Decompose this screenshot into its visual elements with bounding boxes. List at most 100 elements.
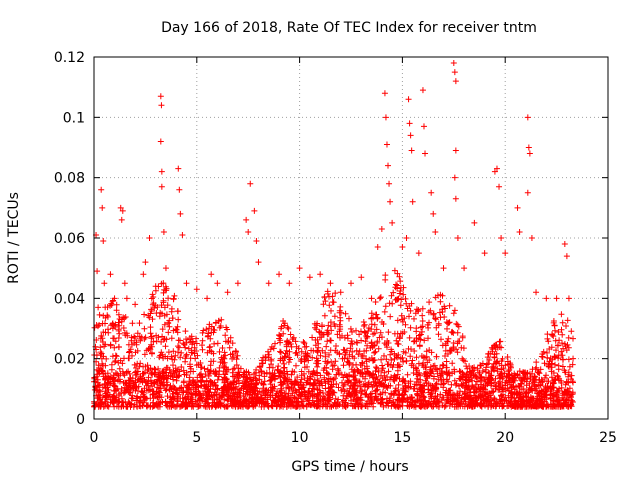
y-tick-label: 0.08 <box>54 171 85 187</box>
data-point <box>383 141 390 148</box>
data-point <box>524 189 531 196</box>
data-point <box>160 228 167 235</box>
data-point <box>176 186 183 193</box>
data-point <box>516 228 523 235</box>
data-point <box>327 280 334 287</box>
data-point <box>214 280 221 287</box>
data-point <box>419 87 426 94</box>
roti-noise-band <box>91 267 576 410</box>
data-point <box>94 268 101 275</box>
data-point <box>157 138 164 145</box>
data-point <box>265 280 272 287</box>
y-tick-label: 0.1 <box>63 110 85 126</box>
data-point <box>525 144 532 151</box>
data-point <box>399 244 406 251</box>
data-point <box>387 198 394 205</box>
x-tick-label: 20 <box>496 430 514 446</box>
data-point <box>533 289 540 296</box>
data-point <box>119 207 126 214</box>
data-point <box>348 280 354 287</box>
data-point <box>208 271 215 278</box>
data-point <box>107 271 114 278</box>
data-point <box>493 165 500 172</box>
data-point <box>452 147 459 154</box>
data-point <box>491 168 498 175</box>
data-point <box>204 295 211 302</box>
grid-lines <box>94 57 608 419</box>
data-point <box>140 271 147 278</box>
data-point <box>177 210 184 217</box>
data-point <box>405 96 412 103</box>
x-tick-label: 15 <box>393 430 411 446</box>
data-point <box>408 147 415 154</box>
data-point <box>498 235 505 241</box>
data-point <box>179 231 186 238</box>
data-point <box>428 189 435 196</box>
data-point <box>432 228 439 235</box>
data-point <box>183 280 190 287</box>
x-tick-label: 0 <box>90 430 99 446</box>
axes <box>93 56 609 420</box>
y-axis-label: ROTI / TECUs <box>6 192 22 284</box>
data-point <box>553 295 560 302</box>
data-point <box>385 162 392 169</box>
data-point <box>430 210 437 217</box>
data-point <box>337 289 344 296</box>
data-point <box>158 183 165 190</box>
data-point <box>461 265 468 272</box>
data-points <box>91 60 577 410</box>
data-point <box>368 295 375 302</box>
data-point <box>118 216 125 223</box>
data-point <box>158 102 165 109</box>
data-point <box>123 295 130 302</box>
data-point <box>514 204 521 211</box>
data-point <box>117 204 124 211</box>
data-point <box>251 207 258 214</box>
data-point <box>452 195 459 202</box>
data-point <box>146 235 153 241</box>
data-point <box>561 241 568 248</box>
data-point <box>378 225 385 232</box>
data-point <box>243 216 250 223</box>
data-point <box>101 280 108 287</box>
data-point <box>524 114 531 121</box>
data-point <box>440 265 447 272</box>
data-point <box>407 132 414 139</box>
chart-title: Day 166 of 2018, Rate Of TEC Index for r… <box>161 20 537 36</box>
y-tick-label: 0.12 <box>54 50 85 66</box>
data-point <box>234 280 241 287</box>
data-point <box>99 204 106 211</box>
data-point <box>381 90 388 97</box>
data-point <box>224 289 231 296</box>
data-point <box>132 301 139 308</box>
data-point <box>403 235 410 241</box>
data-point <box>570 355 577 362</box>
data-point <box>175 165 182 172</box>
data-point <box>471 219 478 226</box>
y-tick-label: 0.04 <box>54 291 85 307</box>
data-point <box>409 198 416 205</box>
x-axis-label: GPS time / hours <box>291 459 408 475</box>
data-point <box>422 150 429 157</box>
y-tick-label: 0 <box>76 412 85 428</box>
data-point <box>245 228 252 235</box>
data-point <box>526 150 533 157</box>
data-point <box>563 253 570 260</box>
data-point <box>389 219 396 226</box>
data-point <box>543 295 550 302</box>
x-tick-label: 10 <box>291 430 309 446</box>
data-point <box>415 250 422 257</box>
y-tick-label: 0.02 <box>54 352 85 368</box>
data-point <box>496 183 503 190</box>
data-point <box>306 274 313 281</box>
data-point <box>452 78 459 85</box>
data-point <box>454 235 461 241</box>
x-tick-label: 25 <box>599 430 617 446</box>
tick-labels: 0 0.02 0.04 0.06 0.08 0.1 0.12 0 5 10 15 20 25 <box>54 50 617 446</box>
data-point <box>121 280 128 287</box>
data-point <box>253 238 260 245</box>
data-point <box>451 174 458 181</box>
data-point <box>481 250 488 257</box>
data-point <box>111 295 118 302</box>
